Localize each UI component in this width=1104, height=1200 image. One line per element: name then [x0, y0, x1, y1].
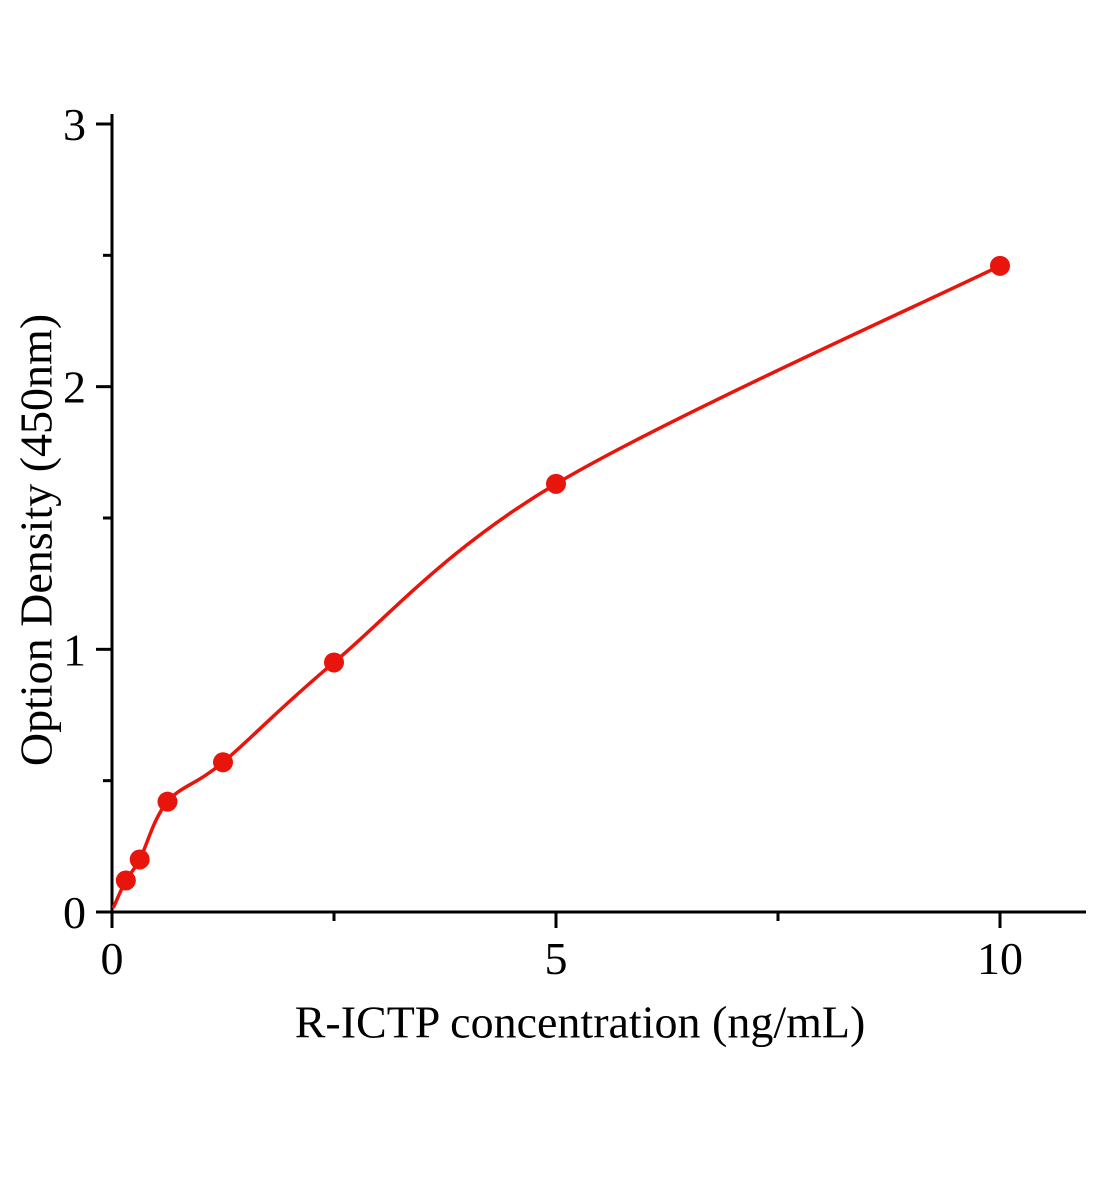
y-tick-label: 2	[63, 362, 86, 413]
x-tick-label: 10	[977, 933, 1023, 984]
y-tick-label: 3	[63, 99, 86, 150]
data-point	[129, 849, 150, 870]
y-axis-label: Option Density (450nm)	[10, 313, 62, 767]
fitted-curve	[112, 264, 1002, 909]
x-tick-label: 5	[545, 933, 568, 984]
data-point	[115, 870, 136, 891]
data-point	[990, 255, 1010, 276]
y-tick-label: 1	[63, 624, 86, 675]
data-point	[213, 752, 233, 773]
data-point	[546, 473, 566, 494]
data-point	[324, 652, 344, 673]
x-tick-label: 0	[101, 933, 124, 984]
x-axis-label: R-ICTP concentration (ng/mL)	[294, 996, 866, 1048]
data-point	[157, 791, 178, 812]
y-tick-label: 0	[63, 887, 86, 938]
